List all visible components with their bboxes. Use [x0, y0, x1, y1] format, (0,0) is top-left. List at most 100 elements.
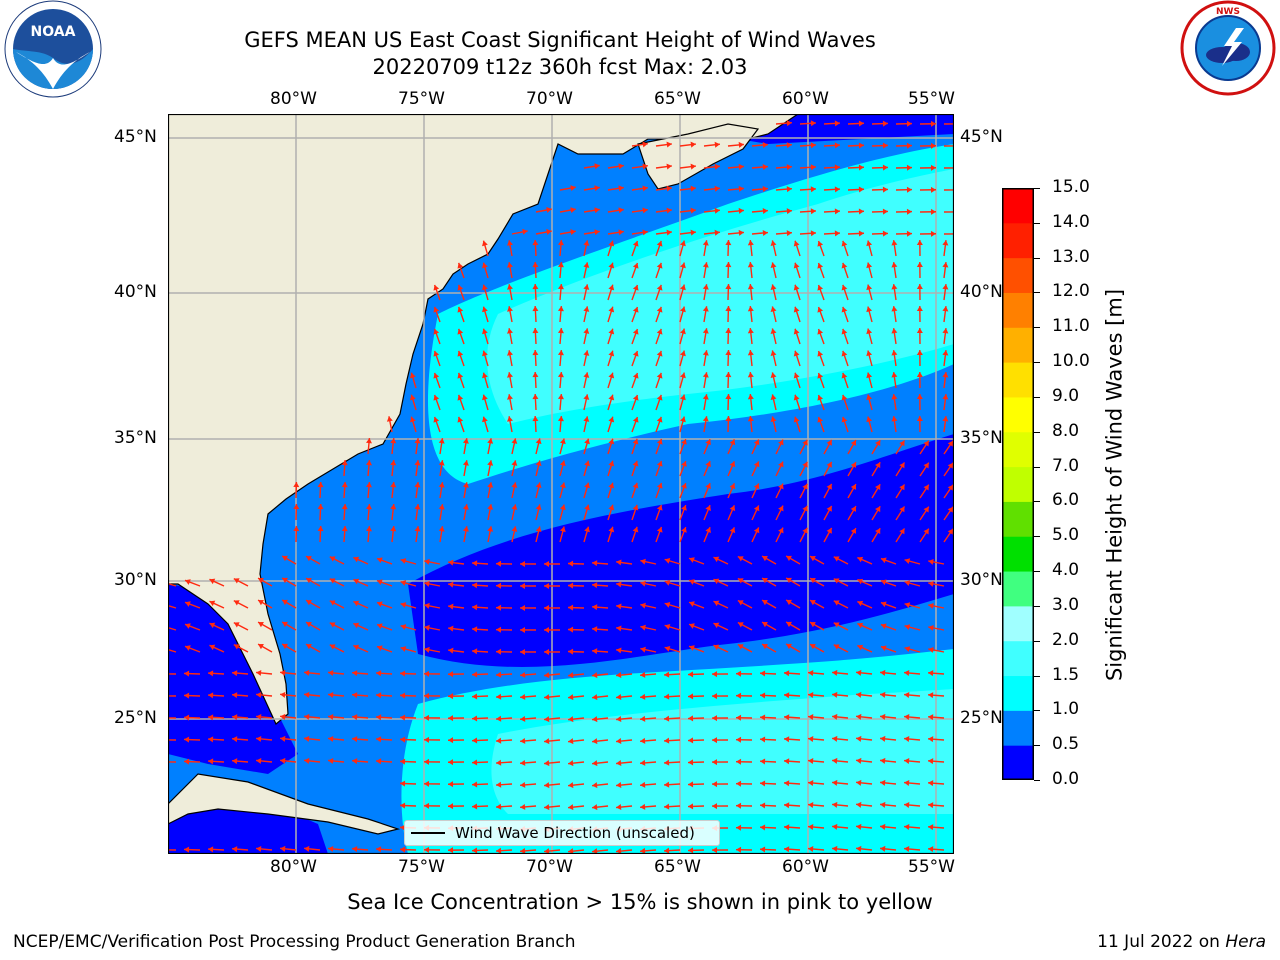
wave-direction-arrowhead: [592, 560, 598, 567]
wave-direction-arrowhead: [680, 350, 686, 357]
wave-direction-arrowhead: [209, 578, 216, 585]
colorbar-tick-label: 15.0: [1052, 177, 1090, 197]
wave-direction-arrowhead: [942, 372, 949, 378]
wave-direction-arrowhead: [793, 394, 800, 401]
wave-direction-arrowhead: [472, 693, 478, 700]
wave-direction-arrowhead: [520, 560, 526, 567]
wave-direction-arrowhead: [680, 394, 686, 401]
wave-direction-arrowhead: [826, 461, 832, 468]
wave-direction-arrowhead: [725, 240, 732, 246]
wave-direction-arrowhead: [496, 648, 502, 655]
wave-direction-arrowhead: [880, 645, 887, 652]
colorbar-tick-mark: [1034, 571, 1040, 573]
colorbar-segment: [1002, 605, 1034, 642]
wave-direction-arrowhead: [496, 604, 502, 611]
wave-direction-arrowhead: [557, 262, 564, 268]
wave-direction-arrowhead: [568, 694, 574, 701]
wave-direction-arrowhead: [664, 601, 671, 608]
wave-direction-arrowhead: [618, 207, 624, 214]
wave-direction-arrowhead: [712, 847, 718, 854]
wave-direction-arrowhead: [546, 207, 552, 213]
wave-direction-arrowhead: [891, 328, 898, 334]
wave-direction-arrowhead: [793, 372, 800, 379]
wave-direction-arrowhead: [482, 350, 488, 357]
wave-direction-arrowhead: [608, 306, 615, 313]
wave-direction-arrowhead: [880, 845, 886, 852]
wave-direction-arrowhead: [568, 848, 574, 854]
wave-direction-arrowhead: [400, 802, 406, 809]
wave-direction-arrowhead: [400, 846, 406, 853]
wave-direction-arrowhead: [681, 439, 687, 445]
wave-direction-arrowhead: [568, 626, 574, 633]
wave-direction-arrowhead: [632, 504, 639, 511]
wave-direction-arrowhead: [496, 759, 502, 766]
wave-direction-arrowhead: [725, 350, 732, 356]
wave-direction-arrowhead: [185, 623, 191, 629]
lat-tick-left: 35°N: [114, 428, 157, 448]
wave-direction-arrowhead: [317, 482, 324, 488]
wave-direction-arrowhead: [793, 284, 800, 291]
wave-direction-arrowhead: [457, 350, 464, 357]
wave-direction-arrowhead: [680, 240, 686, 247]
wave-direction-arrowhead: [664, 693, 670, 700]
wave-direction-arrowhead: [184, 736, 190, 743]
wave-direction-arrowhead: [857, 556, 864, 563]
wave-direction-arrowhead: [866, 394, 873, 401]
wave-direction-arrowhead: [690, 229, 696, 236]
wave-direction-arrowhead: [608, 526, 615, 533]
wave-direction-arrowhead: [753, 527, 760, 534]
wave-direction-arrowhead: [736, 714, 742, 721]
wave-direction-arrowhead: [184, 692, 190, 699]
wave-direction-arrowhead: [353, 556, 360, 563]
wave-direction-arrowhead: [916, 328, 923, 334]
wave-direction-arrowhead: [729, 461, 736, 468]
colorbar-tick-mark: [1034, 780, 1040, 781]
lon-tick-top: 75°W: [398, 89, 445, 109]
wave-direction-arrowhead: [916, 416, 923, 422]
wave-direction-arrowhead: [557, 240, 564, 246]
wave-direction-arrowhead: [482, 416, 488, 423]
colorbar-tick-mark: [1034, 257, 1040, 259]
wave-direction-arrowhead: [738, 185, 744, 192]
wave-direction-arrowhead: [841, 284, 848, 291]
wave-direction-arrowhead: [688, 715, 694, 722]
colorbar-tick-mark: [1034, 640, 1040, 642]
wave-direction-arrowhead: [233, 622, 240, 628]
wave-direction-arrowhead: [233, 644, 240, 650]
wave-direction-arrowhead: [858, 142, 864, 149]
wave-direction-arrowhead: [714, 141, 720, 148]
wave-direction-arrowhead: [841, 372, 848, 379]
wave-direction-arrowhead: [433, 350, 440, 357]
wave-direction-arrowhead: [930, 186, 936, 193]
wave-direction-arrowhead: [762, 643, 768, 650]
wave-direction-arrowhead: [736, 824, 742, 831]
wave-direction-arrowhead: [559, 438, 566, 445]
wave-direction-arrowhead: [664, 715, 670, 722]
wave-direction-arrowhead: [770, 262, 777, 268]
wave-direction-arrowhead: [880, 823, 886, 830]
wave-direction-arrowhead: [304, 757, 310, 764]
wave-direction-arrowhead: [592, 604, 598, 611]
colorbar-tick-mark: [1034, 327, 1040, 329]
wave-direction-arrowhead: [858, 120, 864, 127]
wave-direction-arrowhead: [568, 760, 574, 767]
wave-direction-arrowhead: [880, 557, 887, 564]
wave-direction-arrowhead: [640, 847, 646, 854]
wave-direction-arrowhead: [725, 328, 732, 334]
wave-direction-arrowhead: [414, 460, 421, 466]
wave-direction-arrowhead: [640, 803, 646, 810]
wave-direction-arrowhead: [906, 230, 912, 237]
wave-direction-arrowhead: [664, 645, 671, 652]
wave-direction-arrowhead: [891, 306, 898, 312]
wave-direction-arrowhead: [594, 185, 600, 192]
wave-direction-arrowhead: [424, 692, 430, 699]
wave-direction-arrowhead: [462, 482, 469, 488]
wave-direction-arrowhead: [930, 208, 936, 215]
wave-direction-arrowhead: [832, 713, 838, 720]
wave-direction-arrowhead: [942, 350, 949, 356]
wave-direction-arrowhead: [293, 504, 300, 510]
wave-direction-arrowhead: [568, 672, 574, 679]
wave-direction-arrowhead: [725, 262, 732, 268]
wave-direction-arrowhead: [880, 735, 886, 742]
wave-direction-arrowhead: [532, 262, 539, 268]
